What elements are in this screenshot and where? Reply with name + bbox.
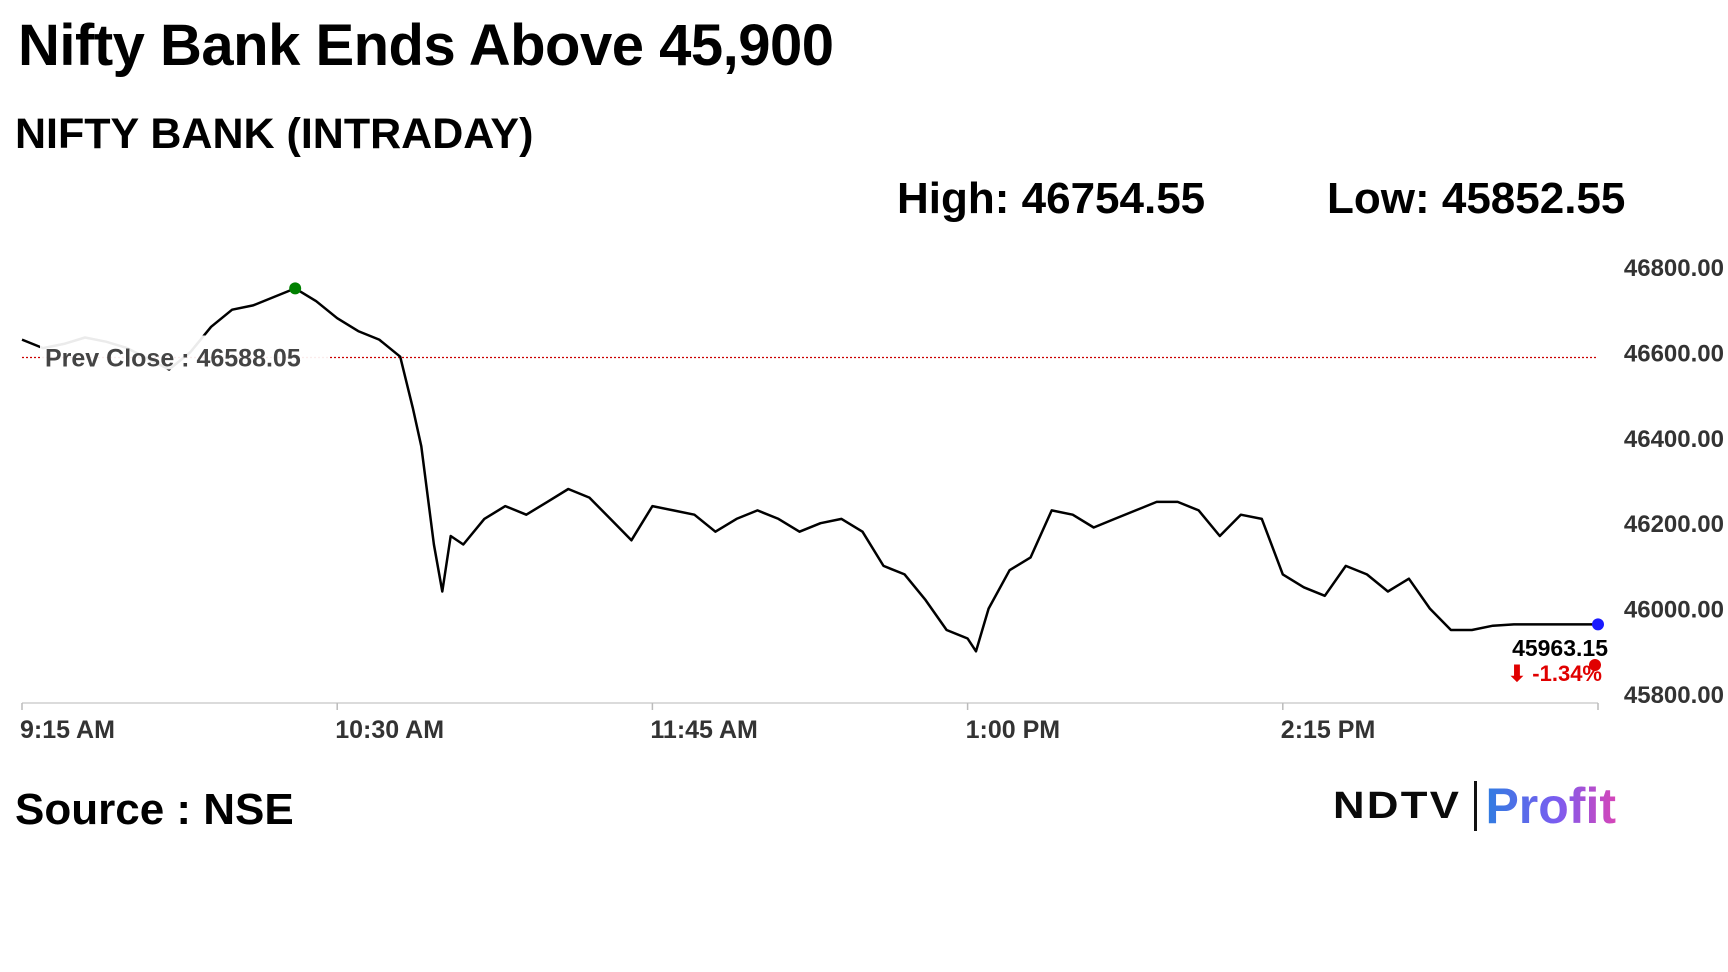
y-tick-label: 46200.00 — [1624, 511, 1724, 538]
last-price-label: 45963.15 — [1512, 635, 1608, 661]
source-label: Source : NSE — [15, 785, 294, 834]
prev-close-label-bg — [40, 335, 330, 370]
high-value: High: 46754.55 — [897, 174, 1206, 223]
intraday-line-chart: 9:15 AM 10:30 AM 11:45 AM 1:00 PM 2:15 PM 468… — [20, 255, 1724, 744]
low-value: Low: 45852.55 — [1327, 174, 1626, 223]
ndtv-profit-logo: NDTV Profit — [1333, 776, 1616, 836]
x-tick-label: 11:45 AM — [650, 716, 757, 744]
y-tick-label: 46600.00 — [1624, 340, 1724, 367]
x-tick-label: 9:15 AM — [20, 716, 115, 744]
change-percent-label: ⬇ -1.34% — [1508, 661, 1602, 686]
x-tick-label: 10:30 AM — [335, 716, 444, 744]
y-tick-label: 46000.00 — [1624, 597, 1724, 624]
last-price-marker — [1592, 618, 1604, 631]
y-tick-label: 45800.00 — [1624, 682, 1724, 709]
logo-profit-text: Profit — [1485, 778, 1616, 834]
logo-separator — [1474, 781, 1478, 831]
change-marker — [1589, 659, 1601, 671]
prev-close-label: Prev Close : 46588.05 — [45, 345, 301, 373]
chart-subtitle: NIFTY BANK (INTRADAY) — [15, 110, 534, 158]
logo-ndtv-text: NDTV — [1333, 784, 1462, 827]
headline: Nifty Bank Ends Above 45,900 — [18, 13, 834, 78]
x-tick-label: 1:00 PM — [966, 716, 1060, 744]
y-tick-label: 46400.00 — [1624, 426, 1724, 453]
y-tick-label: 46800.00 — [1624, 255, 1724, 282]
day-high-marker — [289, 282, 302, 295]
x-tick-label: 2:15 PM — [1281, 716, 1375, 744]
